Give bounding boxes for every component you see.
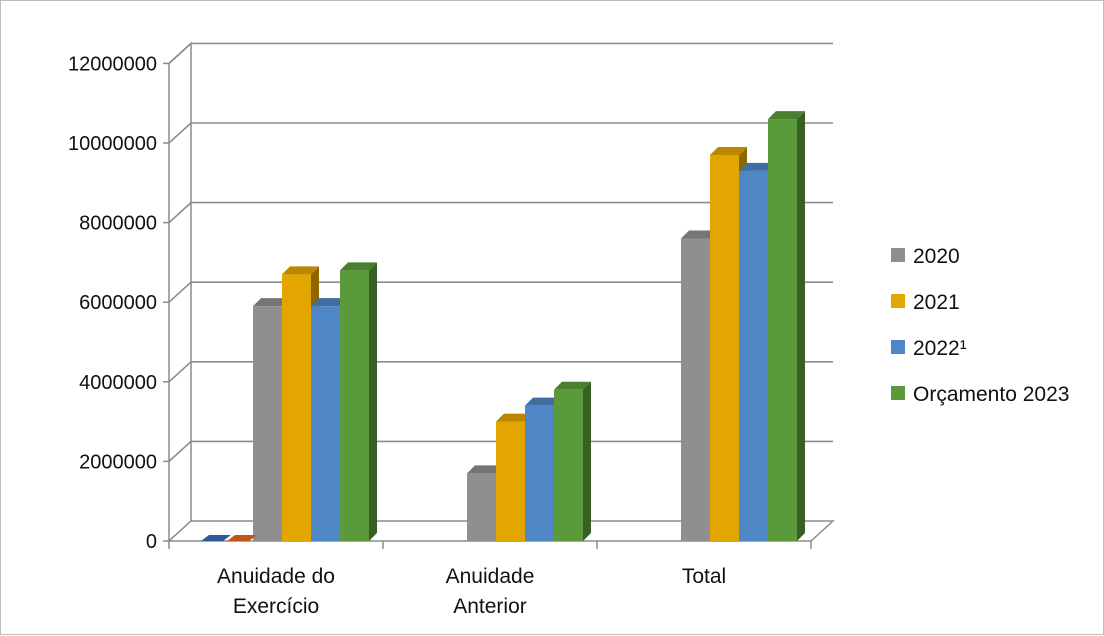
legend-label: 2021 <box>913 291 960 314</box>
x-tick-label: Anuidade do <box>217 565 335 588</box>
bar-2-1-top <box>710 146 747 155</box>
y-tick-label: 10000000 <box>68 133 157 155</box>
legend-swatch <box>891 340 905 354</box>
x-tick-label: Total <box>682 565 726 588</box>
bar-2-3-top <box>768 111 805 120</box>
bar-2-0-face <box>681 238 710 541</box>
legend-swatch <box>891 386 905 400</box>
legend-label: Orçamento 2023 <box>913 383 1069 406</box>
gridline <box>168 42 833 64</box>
bar-flat-1 <box>227 535 257 541</box>
gridline <box>168 360 833 383</box>
bar-2-3-side <box>797 111 805 542</box>
bar-0-2-top <box>311 298 348 307</box>
bar-0-3-side <box>369 262 377 541</box>
bar-0-3-top <box>340 262 377 271</box>
bar-2-3 <box>768 111 805 542</box>
y-tick-label: 6000000 <box>79 292 157 314</box>
bar-1-3-face <box>554 389 583 541</box>
bar-1-3-side <box>583 381 591 541</box>
bar-1-2-face <box>525 405 554 541</box>
bars <box>201 111 805 542</box>
x-axis: Anuidade do Exercício Anuidade Anterior Tota… <box>168 541 812 618</box>
bar-0-1-face <box>282 274 311 541</box>
bar-1-0-top <box>467 465 504 474</box>
bar-2-0-top <box>681 230 718 239</box>
legend: 2020 2021 2022¹ Orçamento 2023 <box>891 245 1069 406</box>
gridline <box>168 122 833 144</box>
y-tick-label: 8000000 <box>79 213 157 235</box>
bar-1-0-face <box>467 473 496 541</box>
bar-0-1-top <box>282 266 319 275</box>
bar-0-3 <box>340 262 377 541</box>
bar-0-0-top <box>253 298 290 307</box>
bar-1-2-top <box>525 397 562 406</box>
bar-1-3 <box>554 381 591 541</box>
legend-label: 2022¹ <box>913 337 967 360</box>
y-tick-label: 2000000 <box>79 451 157 473</box>
legend-swatch <box>891 248 905 262</box>
bar-2-2-face <box>739 170 768 542</box>
y-axis: 0 2000000 4000000 6000000 8000000 10000000 120… <box>68 53 169 553</box>
legend-swatch <box>891 294 905 308</box>
gridlines <box>168 42 833 462</box>
bar-0-2-face <box>311 306 340 541</box>
y-tick-label: 4000000 <box>79 372 157 394</box>
x-tick-label: Anterior <box>453 595 527 618</box>
y-tick-label: 0 <box>146 531 157 553</box>
y-tick-label: 12000000 <box>68 53 157 75</box>
x-tick-label: Exercício <box>233 595 319 618</box>
bar-flat-0 <box>201 535 231 541</box>
bar-1-1-face <box>496 421 525 541</box>
bar-1-3-top <box>554 381 591 390</box>
bar-2-2-top <box>739 162 776 171</box>
bar-0-0-face <box>253 306 282 541</box>
bar-2-1-face <box>710 154 739 541</box>
legend-label: 2020 <box>913 245 960 268</box>
gridline <box>168 440 833 462</box>
bar-2-3-face <box>768 119 797 542</box>
gridline <box>168 281 833 303</box>
bar-0-3-face <box>340 270 369 541</box>
gridline <box>168 201 833 224</box>
bar-1-1-top <box>496 413 533 422</box>
x-tick-label: Anuidade <box>446 565 535 588</box>
